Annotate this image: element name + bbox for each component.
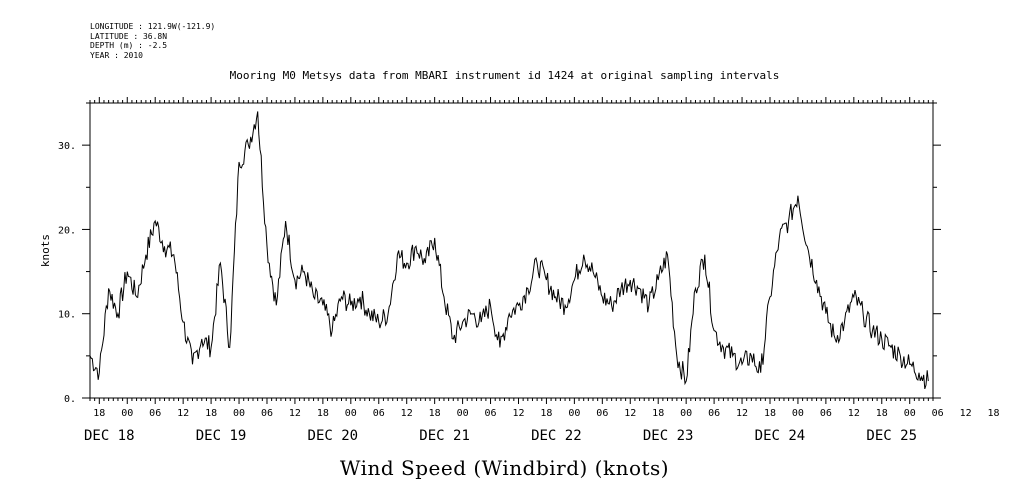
x-tick-label: 18 bbox=[988, 408, 1000, 419]
latitude-text: LATITUDE : 36.8N bbox=[90, 31, 168, 41]
chart-title: Mooring M0 Metsys data from MBARI instru… bbox=[229, 69, 780, 82]
x-tick-label: 00 bbox=[457, 408, 469, 419]
longitude-text: LONGITUDE : 121.9W(-121.9) bbox=[90, 22, 216, 31]
x-tick-label: 12 bbox=[960, 408, 972, 419]
x-tick-label: 18 bbox=[652, 408, 664, 419]
x-tick-label: 12 bbox=[736, 408, 748, 419]
x-tick-label: 00 bbox=[680, 408, 692, 419]
x-tick-label: 06 bbox=[261, 408, 273, 419]
x-tick-label: 06 bbox=[708, 408, 720, 419]
x-tick-label: 12 bbox=[401, 408, 413, 419]
variable-title: Wind Speed (Windbird) (knots) bbox=[339, 456, 670, 480]
x-tick-label: 12 bbox=[848, 408, 860, 419]
x-tick-label: 18 bbox=[876, 408, 888, 419]
x-tick-label: 00 bbox=[345, 408, 357, 419]
day-label: DEC 18 bbox=[84, 428, 135, 444]
depth-text: DEPTH (m) : -2.5 bbox=[90, 41, 168, 50]
x-tick-label: 12 bbox=[177, 408, 189, 419]
x-tick-label: 00 bbox=[121, 408, 133, 419]
y-tick-label: 0. bbox=[64, 394, 76, 405]
x-tick-label: 06 bbox=[149, 408, 161, 419]
day-label: DEC 22 bbox=[531, 428, 582, 444]
y-axis-label: knots bbox=[39, 234, 52, 267]
x-tick-label: 06 bbox=[820, 408, 832, 419]
day-label: DEC 23 bbox=[643, 428, 694, 444]
day-label: DEC 20 bbox=[308, 428, 359, 444]
y-tick-label: 10. bbox=[58, 310, 76, 321]
x-tick-label: 00 bbox=[233, 408, 245, 419]
x-tick-label: 00 bbox=[904, 408, 916, 419]
x-tick-label: 00 bbox=[792, 408, 804, 419]
x-tick-label: 18 bbox=[429, 408, 441, 419]
day-label: DEC 24 bbox=[755, 428, 806, 444]
day-label: DEC 25 bbox=[866, 428, 917, 444]
x-tick-label: 12 bbox=[624, 408, 636, 419]
x-tick-label: 12 bbox=[289, 408, 301, 419]
x-tick-label: 06 bbox=[485, 408, 497, 419]
x-tick-label: 00 bbox=[568, 408, 580, 419]
x-tick-label: 06 bbox=[596, 408, 608, 419]
year-text: YEAR : 2010 bbox=[90, 50, 143, 60]
x-tick-label: 18 bbox=[205, 408, 217, 419]
y-tick-label: 30. bbox=[58, 141, 76, 152]
day-label: DEC 21 bbox=[419, 428, 470, 444]
x-tick-label: 18 bbox=[764, 408, 776, 419]
x-tick-label: 06 bbox=[932, 408, 944, 419]
metadata-block: LONGITUDE : 121.9W(-121.9) LATITUDE : 36… bbox=[90, 22, 215, 60]
plot-frame bbox=[89, 102, 934, 399]
x-tick-label: 18 bbox=[93, 408, 105, 419]
wind-speed-series-line bbox=[89, 111, 929, 390]
x-tick-label: 06 bbox=[373, 408, 385, 419]
day-label: DEC 19 bbox=[196, 428, 247, 444]
x-tick-label: 18 bbox=[317, 408, 329, 419]
x-tick-label: 12 bbox=[512, 408, 524, 419]
x-tick-label: 18 bbox=[540, 408, 552, 419]
y-tick-label: 20. bbox=[58, 225, 76, 236]
